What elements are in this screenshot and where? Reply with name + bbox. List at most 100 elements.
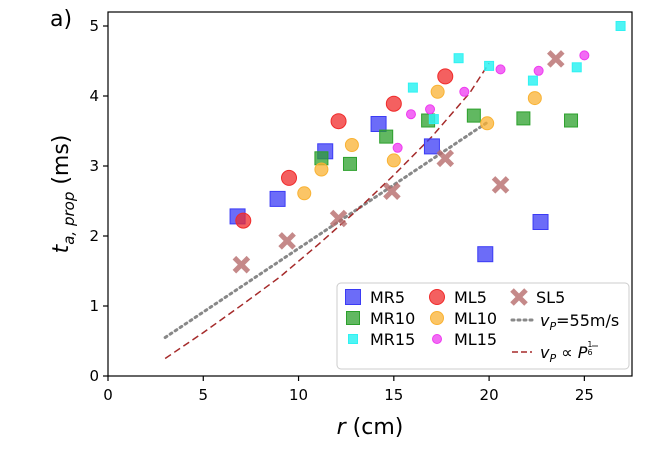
legend-label-mr10: MR10 (370, 309, 415, 328)
data-point-mr5 (370, 116, 387, 132)
data-point-mr10 (564, 113, 579, 128)
data-point-mr15 (615, 21, 626, 31)
data-point-mr10 (342, 156, 357, 171)
data-point-mr5-shape (532, 214, 549, 230)
data-point-mr5-shape (269, 190, 286, 207)
x-tick-label: 0 (103, 386, 113, 404)
data-point-mr5-shape (423, 138, 440, 155)
data-point-mr10 (466, 108, 481, 123)
legend-marker-sl5 (510, 288, 528, 306)
data-point-ml10 (344, 138, 359, 152)
series-ml10 (297, 84, 542, 201)
data-point-mr10-shape (379, 129, 394, 144)
legend-marker-ml5 (429, 289, 445, 305)
data-point-mr5-shape (477, 246, 494, 263)
data-point-ml5 (330, 113, 347, 130)
legend-marker-ml5-shape (429, 289, 445, 305)
data-point-mr15 (428, 114, 439, 125)
y-axis-label: ta, prop (ms) (49, 135, 78, 254)
data-point-mr15-shape (571, 62, 582, 73)
data-point-ml5 (385, 95, 402, 112)
data-point-sl5 (436, 149, 455, 168)
data-point-sl5 (491, 176, 510, 194)
data-point-mr15-shape (407, 82, 418, 93)
data-point-ml10 (480, 116, 495, 131)
legend-label-sl5: SL5 (536, 288, 565, 307)
data-point-ml5 (281, 169, 298, 186)
data-point-ml15 (405, 109, 416, 120)
legend-marker-mr10-shape (346, 311, 360, 325)
data-point-ml10 (527, 91, 542, 106)
data-point-ml15-shape (459, 86, 470, 97)
data-point-ml5-shape (235, 212, 252, 229)
legend-box (336, 282, 630, 370)
plot-frame (107, 11, 633, 377)
legend-marker-ml10-shape (430, 311, 444, 325)
series-mr15 (407, 21, 626, 125)
data-point-ml15-shape (425, 104, 436, 115)
x-tick-label: 10 (289, 386, 308, 404)
fit-line-constant-velocity (163, 119, 491, 339)
fit-line-power-law (164, 62, 490, 360)
data-point-ml10-shape (527, 91, 542, 106)
x-axis-variable: r (337, 415, 348, 440)
data-point-ml5-shape (437, 68, 454, 85)
data-point-mr10-shape (564, 113, 579, 128)
legend-label-ml15: ML15 (454, 330, 497, 349)
legend-label-mr15: MR15 (370, 330, 415, 349)
data-point-sl5 (547, 50, 565, 68)
data-point-sl5-shape (278, 232, 296, 250)
data-point-ml10 (297, 186, 312, 201)
data-point-mr15 (407, 82, 418, 93)
data-point-ml15 (533, 65, 544, 76)
data-point-sl5-shape (329, 209, 348, 228)
data-point-ml5-shape (385, 95, 402, 112)
data-point-sl5-shape (383, 182, 401, 200)
legend-item: ML10 (430, 309, 497, 328)
data-point-ml10 (386, 153, 401, 168)
y-axis-unit: (ms) (49, 135, 74, 192)
data-point-sl5 (383, 182, 401, 200)
data-point-mr15 (484, 60, 495, 71)
data-point-mr5-shape (370, 116, 387, 132)
fit-lines (163, 62, 491, 360)
data-point-mr15 (527, 75, 538, 86)
data-point-sl5 (329, 209, 348, 228)
data-point-ml10-shape (480, 116, 495, 131)
data-point-mr15-shape (615, 21, 626, 31)
legend-marker-mr15-shape (348, 334, 358, 344)
legend-label-fit: vP ∝ P1 6 (540, 340, 593, 365)
data-point-ml10-shape (297, 186, 312, 201)
data-point-mr15 (453, 53, 464, 64)
data-point-ml10 (314, 162, 329, 177)
legend: MR5 MR10 MR15 ML5 ML10 ML15 SL5 vP=55m/s vP ∝ P1… (336, 282, 630, 370)
legend-label-mr5: MR5 (370, 288, 405, 307)
data-point-mr15 (571, 62, 582, 73)
data-point-ml5-shape (330, 113, 347, 130)
data-point-sl5-shape (436, 149, 455, 168)
data-point-ml10-shape (386, 153, 401, 168)
data-point-mr5 (423, 138, 440, 155)
x-axis-label: r (cm) (337, 415, 404, 440)
data-point-ml5 (235, 212, 252, 229)
legend-marker-mr5-shape (345, 289, 361, 305)
series-ml5 (235, 68, 454, 229)
data-point-ml15-shape (392, 142, 403, 153)
data-point-ml15 (579, 50, 590, 61)
legend-marker-sl5-shape (510, 288, 528, 306)
data-point-sl5-shape (547, 50, 565, 68)
data-point-ml15 (495, 64, 506, 75)
legend-marker-ml10 (430, 311, 444, 325)
data-point-sl5 (278, 232, 296, 250)
series-ml15 (392, 50, 590, 153)
axis-labels: a) r (cm) ta, prop (ms) (49, 7, 403, 440)
data-point-mr10 (516, 111, 531, 126)
legend-marker-mr15 (348, 334, 358, 344)
data-point-mr10-shape (466, 108, 481, 123)
data-point-ml5 (437, 68, 454, 85)
legend-item: SL5 (510, 288, 565, 307)
y-axis-subscript: a, prop (60, 192, 78, 245)
data-point-ml10-shape (314, 162, 329, 177)
x-tick-label: 15 (384, 386, 403, 404)
